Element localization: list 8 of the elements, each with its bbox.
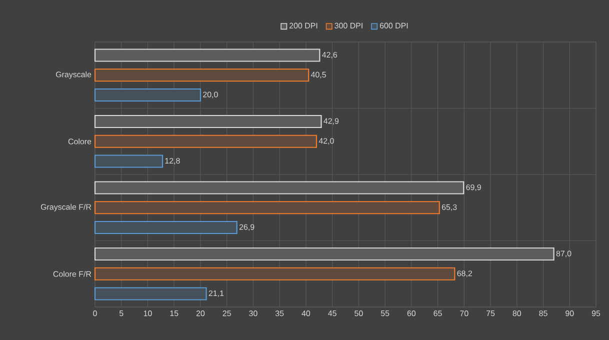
bar <box>94 201 440 214</box>
bar <box>94 154 164 168</box>
bar <box>94 88 202 102</box>
bar <box>94 68 310 82</box>
bar <box>94 134 318 148</box>
bar <box>94 220 238 234</box>
bar <box>94 287 207 300</box>
bar <box>94 267 456 280</box>
